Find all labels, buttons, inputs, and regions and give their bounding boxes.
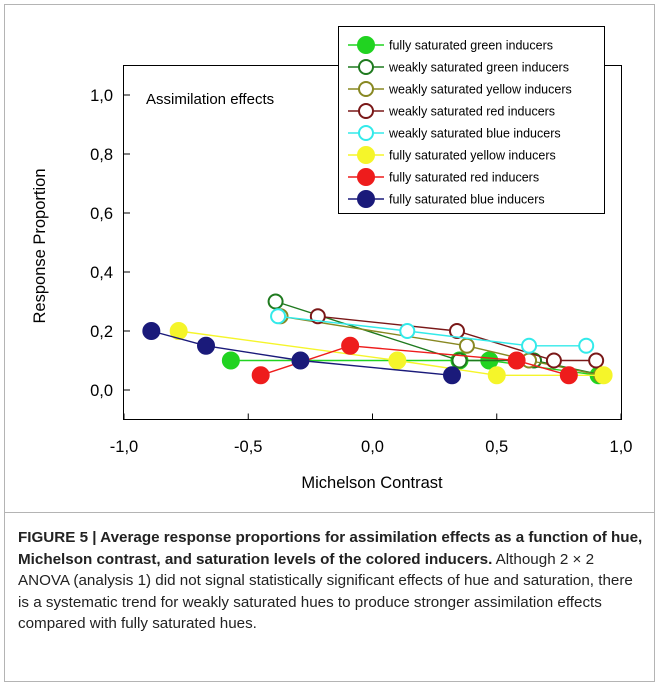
legend-item: fully saturated red inducers: [348, 168, 539, 186]
data-point: [341, 336, 360, 355]
data-point: [169, 322, 188, 340]
y-axis-label: Response Proportion: [31, 168, 49, 323]
data-point: [270, 308, 287, 325]
series-fully-saturated-blue-inducers: [142, 322, 462, 385]
legend-box: [338, 26, 605, 214]
legend-marker: [357, 146, 375, 164]
legend-label: fully saturated green inducers: [389, 39, 553, 53]
legend-item: fully saturated yellow inducers: [348, 146, 556, 164]
x-axis-label: Michelson Contrast: [301, 474, 443, 492]
data-point: [545, 352, 562, 369]
y-tick-label: 0,2: [90, 323, 113, 341]
y-axis-ticks: 0,0 0,2 0,4 0,6 0,8 1,0: [90, 87, 130, 400]
data-point: [388, 351, 407, 370]
x-tick-label: 1,0: [610, 438, 633, 456]
series-weakly-saturated-green-inducers: [267, 293, 612, 384]
legend-marker: [358, 81, 374, 97]
data-point: [448, 323, 465, 339]
legend-item: fully saturated blue inducers: [348, 190, 545, 208]
legend-label: weakly saturated green inducers: [388, 61, 569, 75]
legend-label: weakly saturated yellow inducers: [388, 83, 572, 97]
legend-item: fully saturated green inducers: [348, 36, 553, 54]
data-point: [451, 352, 468, 369]
y-tick-label: 1,0: [90, 87, 113, 105]
data-point: [197, 336, 216, 355]
x-tick-label: -0,5: [234, 438, 262, 456]
series-line: [178, 330, 604, 376]
legend-marker: [358, 59, 374, 75]
data-point: [291, 351, 310, 370]
data-point: [399, 323, 416, 339]
figure-border: [4, 4, 655, 682]
chart-annotation: Assimilation effects: [146, 91, 274, 108]
legend-item: weakly saturated yellow inducers: [348, 81, 572, 97]
series-line: [151, 330, 453, 376]
legend-label: fully saturated blue inducers: [389, 193, 545, 207]
legend-marker: [357, 190, 375, 208]
caption-body: Although 2 × 2 ANOVA (analysis 1) did no…: [18, 550, 633, 633]
data-point: [521, 337, 538, 354]
data-point: [588, 352, 605, 369]
legend-item: weakly saturated red inducers: [348, 103, 555, 119]
data-point: [578, 337, 595, 354]
legend-marker: [358, 103, 374, 119]
legend-label: weakly saturated red inducers: [388, 105, 555, 119]
x-tick-label: -1,0: [110, 438, 138, 456]
data-point: [142, 322, 161, 340]
data-point: [487, 366, 506, 385]
data-point: [594, 366, 613, 385]
series-line: [278, 315, 587, 347]
legend-marker: [357, 168, 375, 186]
y-tick-label: 0,8: [90, 146, 113, 164]
legend-label: weakly saturated blue inducers: [388, 127, 561, 141]
series-fully-saturated-yellow-inducers: [169, 322, 613, 385]
data-point: [267, 293, 284, 310]
data-point: [559, 366, 578, 385]
legend-label: fully saturated red inducers: [389, 171, 539, 185]
series-weakly-saturated-blue-inducers: [270, 308, 595, 354]
legend-label: fully saturated yellow inducers: [389, 149, 556, 163]
figure-caption: FIGURE 5 | Average response proportions …: [18, 527, 643, 635]
y-tick-label: 0,0: [90, 382, 113, 400]
x-tick-label: 0,5: [485, 438, 508, 456]
data-point: [458, 337, 475, 354]
data-point: [443, 366, 462, 385]
data-point: [507, 351, 526, 370]
data-point: [221, 351, 240, 370]
legend: fully saturated green inducers weakly sat…: [338, 26, 605, 214]
caption-title: FIGURE 5 | Average response proportions …: [18, 529, 643, 568]
data-point: [251, 366, 270, 385]
legend-item: weakly saturated green inducers: [348, 59, 569, 75]
series-layer: [142, 293, 613, 385]
legend-marker: [358, 125, 374, 141]
series-line: [317, 315, 597, 362]
legend-marker: [357, 36, 375, 54]
x-axis-ticks: -1,0 -0,5 0,0 0,5 1,0: [110, 413, 633, 456]
legend-item: weakly saturated blue inducers: [348, 125, 561, 141]
x-tick-label: 0,0: [361, 438, 384, 456]
y-tick-label: 0,4: [90, 264, 113, 282]
y-tick-label: 0,6: [90, 205, 113, 223]
